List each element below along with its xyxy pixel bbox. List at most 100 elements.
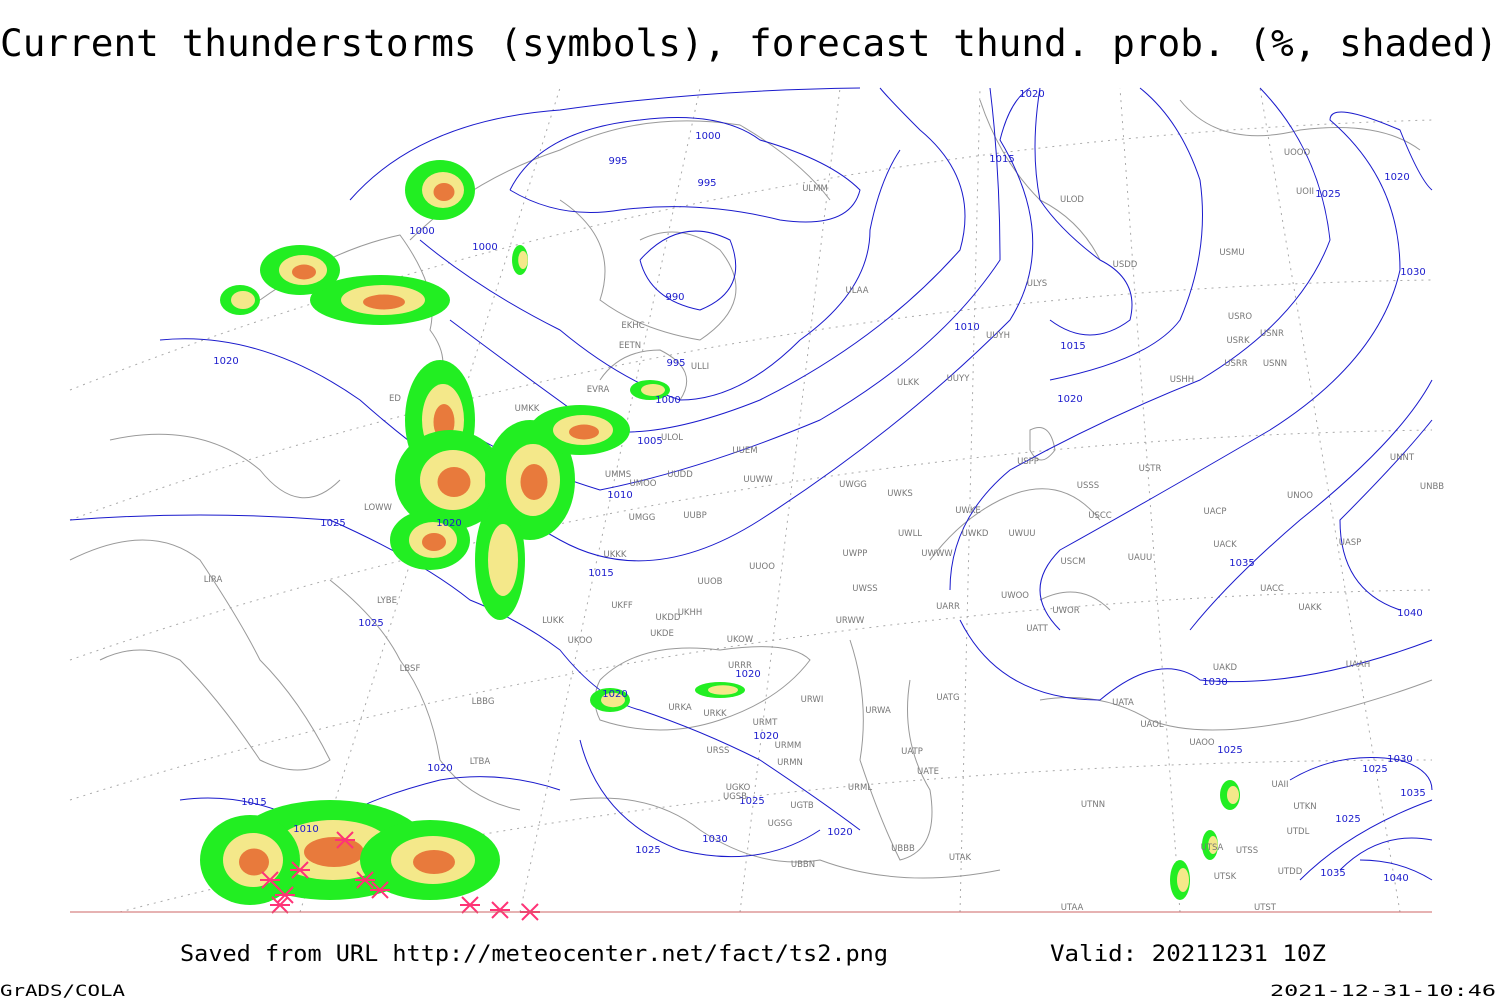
station-label: UWLL	[898, 529, 922, 539]
isobar-label: 1020	[753, 731, 778, 742]
station-label: UKDE	[650, 629, 674, 639]
coast	[109, 433, 341, 499]
prob-high	[437, 467, 471, 497]
station-label: LTBA	[470, 757, 491, 767]
station-label: UAUU	[1128, 553, 1152, 563]
isobar	[1339, 419, 1433, 611]
prob-mid	[601, 692, 625, 708]
station-label: UNNT	[1390, 453, 1415, 463]
isobar	[1039, 111, 1433, 631]
isobar-label: 1025	[1362, 764, 1387, 775]
isobar-label: 1015	[588, 568, 613, 579]
isobar-label: 1020	[602, 689, 627, 700]
station-label: UTSS	[1236, 846, 1258, 856]
station-label: UKKK	[604, 550, 627, 560]
station-label: UAOL	[1140, 720, 1164, 730]
map: 1020 1000 995 995 1000 1000 990 995 1000 1005 1010…	[69, 87, 1444, 921]
station-label: URKK	[703, 709, 727, 719]
station-label: UTNN	[1081, 800, 1105, 810]
timestamp: 2021-12-31-10:46	[1270, 981, 1496, 1000]
station-label: UATE	[917, 767, 939, 777]
station-label: LUKK	[542, 616, 564, 626]
storm-symbol	[275, 886, 295, 904]
border	[1039, 679, 1433, 731]
station-label: USMU	[1219, 248, 1244, 258]
border	[569, 797, 1001, 879]
isobar-label: 995	[697, 178, 716, 189]
station-label: ULMM	[802, 184, 828, 194]
isobar-label: 1025	[635, 845, 660, 856]
station-label: UUWW	[743, 475, 773, 485]
isobar	[1049, 87, 1203, 381]
station-label: UWWW	[921, 549, 953, 559]
station-label: UAOO	[1189, 738, 1215, 748]
station-label: UTSA	[1201, 843, 1224, 853]
prob-high	[520, 464, 548, 500]
isobar-label: 1035	[1229, 558, 1254, 569]
isobar-label: 1025	[1217, 745, 1242, 756]
isobar	[159, 87, 1034, 562]
station-label: URMT	[753, 718, 778, 728]
station-label: UBBN	[791, 860, 815, 870]
station-label: UKOO	[568, 636, 593, 646]
station-label: UAKK	[1298, 603, 1322, 613]
station-label: UMKK	[515, 404, 540, 414]
isobar-label: 1035	[1400, 788, 1425, 799]
title: Current thunderstorms (symbols), forecas…	[0, 22, 1498, 65]
isobar-label: 1020	[213, 356, 238, 367]
isobar-label: 1035	[1320, 868, 1345, 879]
isobar-label: 1030	[1202, 677, 1227, 688]
station-label: UACP	[1204, 507, 1227, 517]
isobar-label: 1000	[472, 242, 497, 253]
coast	[559, 199, 737, 341]
station-label: UTDD	[1278, 867, 1303, 877]
station-label: UTAA	[1061, 903, 1084, 913]
isobar-label: 1010	[293, 824, 318, 835]
storm-symbol	[355, 871, 375, 889]
station-label: ULLI	[691, 362, 709, 372]
isobar	[1189, 379, 1433, 631]
station-label: UMOO	[630, 479, 657, 489]
station-label: USRK	[1226, 336, 1250, 346]
station-label: UAII	[1271, 780, 1288, 790]
prob-mid	[1208, 836, 1218, 854]
valid-time: Valid: 20211231 10Z	[1050, 942, 1326, 967]
station-label: UACC	[1260, 584, 1284, 594]
isobar	[1034, 87, 1133, 336]
station-label: URML	[848, 783, 872, 793]
meridian	[959, 87, 981, 913]
software: GrADS/COLA	[0, 981, 125, 1000]
station-label: URRR	[728, 661, 752, 671]
station-label: ULOD	[1060, 195, 1084, 205]
isobar-label: 1015	[989, 154, 1014, 165]
station-label: URWW	[836, 616, 865, 626]
prob-mid	[231, 291, 255, 309]
station-label: LBSF	[400, 664, 421, 674]
meridian	[519, 87, 701, 913]
station-label: UUDD	[667, 470, 693, 480]
isobar	[349, 87, 861, 201]
station-label: UGKO	[726, 783, 751, 793]
isobar-label: 1015	[241, 797, 266, 808]
station-label: UGSG	[768, 819, 793, 829]
lake	[1029, 427, 1056, 461]
isobar	[509, 117, 861, 223]
station-label: UMMS	[605, 470, 631, 480]
isobar-label: 1000	[695, 131, 720, 142]
station-label: UACK	[1213, 540, 1237, 550]
station-label: LIRA	[204, 575, 223, 585]
station-label: USPP	[1017, 457, 1039, 467]
station-label: UTST	[1254, 903, 1277, 913]
station-label: URWI	[801, 695, 824, 705]
station-label: UAAH	[1346, 660, 1370, 670]
station-label: LOWW	[364, 503, 393, 513]
isobar-label: 1020	[735, 669, 760, 680]
isobar-label: 1010	[954, 322, 979, 333]
storm-symbol	[270, 896, 290, 914]
prob-high	[422, 533, 446, 551]
isobar-label: 1020	[1057, 394, 1082, 405]
isobar-label: 1025	[1315, 189, 1340, 200]
station-label: ULOL	[661, 433, 683, 443]
station-label: USCM	[1061, 557, 1086, 567]
station-label: UOOO	[1284, 148, 1311, 158]
